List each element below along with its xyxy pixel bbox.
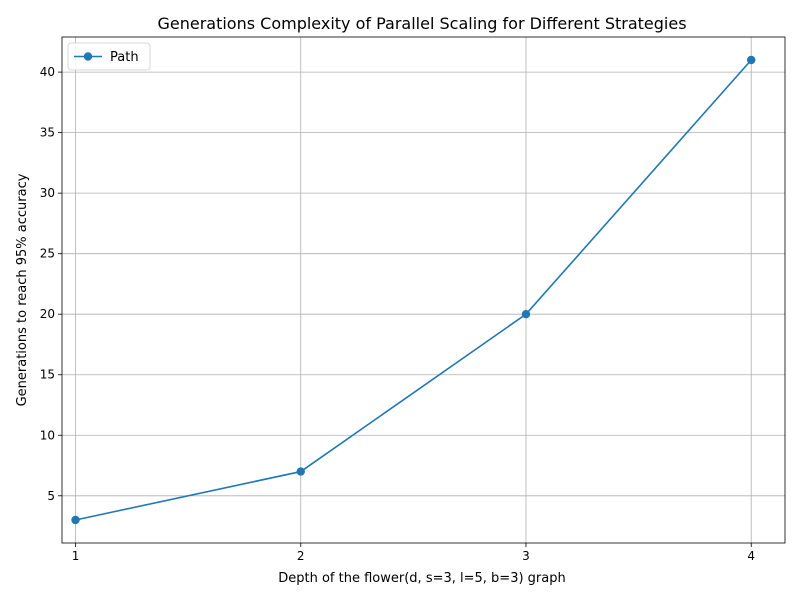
legend-marker bbox=[83, 52, 93, 61]
x-tick-label: 3 bbox=[522, 549, 530, 563]
y-tick-label: 10 bbox=[40, 428, 55, 442]
y-tick-label: 5 bbox=[47, 489, 55, 503]
chart-title: Generations Complexity of Parallel Scali… bbox=[157, 14, 686, 33]
y-tick-label: 15 bbox=[40, 368, 55, 382]
legend: Path bbox=[67, 42, 151, 71]
data-point bbox=[747, 55, 756, 65]
data-point bbox=[296, 467, 305, 476]
series-line-path bbox=[75, 59, 752, 521]
x-tick-label: 4 bbox=[747, 549, 755, 563]
axes-layer: 1 2 3 4 5 10 15 20 25 30 35 40 bbox=[40, 36, 786, 563]
y-tick-label: 30 bbox=[40, 186, 55, 200]
grid-layer bbox=[62, 37, 785, 543]
x-tick-label: 1 bbox=[72, 549, 80, 563]
y-tick-label: 35 bbox=[40, 126, 55, 140]
y-axis-label: Generations to reach 95% accuracy bbox=[15, 173, 30, 406]
data-point bbox=[521, 310, 531, 319]
legend-box bbox=[67, 42, 151, 71]
plot-frame bbox=[61, 36, 786, 544]
series-layer bbox=[71, 55, 756, 525]
y-tick-label: 25 bbox=[40, 247, 55, 261]
data-point bbox=[71, 515, 80, 525]
legend-label: Path bbox=[110, 50, 139, 65]
x-axis-label: Depth of the flower(d, s=3, l=5, b=3) gr… bbox=[278, 571, 565, 586]
x-tick-label: 2 bbox=[297, 549, 305, 563]
y-tick-label: 20 bbox=[40, 307, 55, 321]
y-tick-label: 40 bbox=[40, 65, 55, 79]
